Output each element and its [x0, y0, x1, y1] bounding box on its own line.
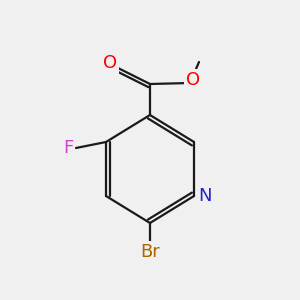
Text: N: N [198, 187, 212, 205]
Text: O: O [186, 71, 200, 89]
Text: O: O [103, 54, 117, 72]
Text: F: F [63, 139, 73, 157]
Text: Br: Br [140, 243, 160, 261]
